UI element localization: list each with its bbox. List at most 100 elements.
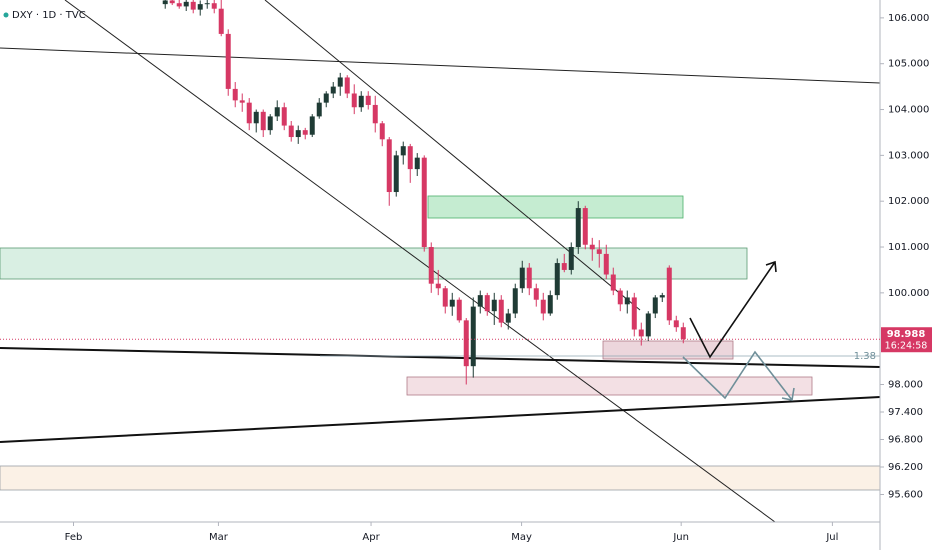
candle-body: [337, 77, 343, 87]
candle-body: [589, 244, 595, 250]
candle-body: [302, 130, 308, 135]
candle-body: [239, 100, 245, 103]
last-price-label: 98.988: [887, 329, 926, 340]
candle-body: [386, 139, 392, 193]
candle-body: [533, 288, 539, 300]
status-dot: [3, 12, 9, 18]
candle-body: [232, 88, 238, 101]
x-tick-label: May: [511, 532, 532, 543]
candle-body: [260, 111, 266, 131]
candle-body: [176, 3, 182, 7]
candle-body: [610, 274, 616, 291]
candle-body: [274, 107, 280, 117]
zone: [0, 247, 748, 280]
candle-body: [680, 327, 686, 340]
measure-label: 1.38: [854, 351, 876, 362]
y-tick-label: 103.000: [888, 150, 929, 161]
x-tick-label: Apr: [362, 532, 380, 543]
candle-body: [554, 263, 560, 296]
candle-body: [652, 297, 658, 314]
candle-body: [498, 299, 504, 323]
candle-body: [512, 288, 518, 314]
candle-body: [218, 8, 224, 34]
candle-body: [617, 290, 623, 305]
candle-body: [449, 299, 455, 307]
candle-body: [372, 104, 378, 124]
x-tick-label: Jun: [672, 532, 689, 543]
candle-body: [204, 3, 210, 5]
candle-body: [169, 0, 175, 4]
y-tick-label: 100.000: [888, 288, 929, 299]
chart-title: DXY · 1D · TVC: [12, 10, 86, 21]
candle-body: [197, 4, 203, 10]
candle-body: [190, 1, 196, 10]
candle-body: [582, 208, 588, 245]
candle-body: [421, 157, 427, 248]
arrow-head: [765, 260, 777, 273]
candle-body: [428, 247, 434, 284]
y-tick-label: 98.000: [888, 380, 923, 391]
y-tick-label: 106.000: [888, 13, 929, 24]
candle-body: [267, 116, 273, 131]
last-price-box: [881, 327, 932, 353]
trend-line: [0, 47, 881, 84]
candle-body: [162, 0, 168, 5]
candle-body: [225, 33, 231, 89]
candle-body: [344, 77, 350, 94]
candle-body: [505, 313, 511, 323]
y-tick-label: 101.000: [888, 242, 929, 253]
candle-body: [246, 102, 252, 124]
candle-body: [379, 123, 385, 140]
candle-body: [491, 299, 497, 312]
candle-body: [673, 320, 679, 328]
trend-line: [0, 396, 881, 443]
candle-body: [575, 208, 581, 248]
candle-body: [400, 146, 406, 156]
projection-arrow: [689, 261, 776, 359]
candle-body: [435, 283, 441, 289]
candle-body: [414, 157, 420, 170]
projection-arrow: [682, 350, 793, 401]
candle-body: [316, 102, 322, 117]
y-tick-label: 105.000: [888, 59, 929, 70]
zone: [427, 195, 684, 219]
y-tick-label: 102.000: [888, 196, 929, 207]
candle-body: [442, 288, 448, 307]
candle-body: [183, 1, 189, 7]
candle-body: [309, 116, 315, 135]
candle-body: [323, 93, 329, 103]
y-tick-label: 96.800: [888, 435, 923, 446]
trend-line: [264, 0, 641, 311]
candle-body: [561, 263, 567, 270]
x-tick-label: Mar: [209, 532, 229, 543]
candle-body: [358, 95, 364, 108]
candle-body: [253, 111, 259, 124]
candle-body: [295, 130, 301, 138]
candle-body: [288, 125, 294, 138]
arrow-head: [781, 387, 795, 401]
y-tick-label: 104.000: [888, 105, 929, 116]
candle-body: [631, 297, 637, 330]
price-axis: [880, 0, 932, 550]
candle-body: [407, 146, 413, 170]
candle-body: [393, 155, 399, 193]
y-tick-label: 95.600: [888, 490, 923, 501]
candle-body: [547, 295, 553, 314]
zone: [0, 465, 881, 491]
candle-body: [211, 3, 217, 9]
zone: [406, 376, 813, 396]
candle-body: [568, 247, 574, 270]
countdown-label: 16:24:58: [885, 341, 928, 352]
candles: [162, 0, 686, 385]
candle-body: [330, 86, 336, 94]
candle-body: [596, 249, 602, 254]
candle-body: [624, 297, 630, 305]
zone: [602, 340, 734, 360]
candle-body: [470, 306, 476, 367]
candle-body: [645, 313, 651, 337]
candle-body: [484, 295, 490, 312]
trend-line: [0, 347, 881, 368]
y-tick-label: 97.400: [888, 407, 923, 418]
candle-body: [351, 93, 357, 108]
